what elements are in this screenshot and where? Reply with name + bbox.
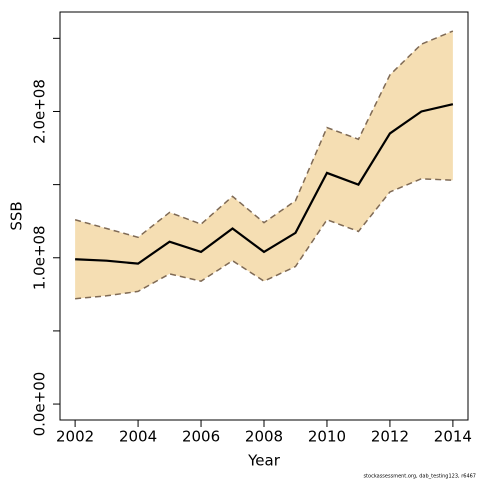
estimate-line <box>75 103 454 265</box>
y-tick-label: 2.0e+08 <box>31 79 49 144</box>
y-tick-label: 0.0e+00 <box>31 372 49 437</box>
y-tick-label: 1.0e+08 <box>31 225 49 290</box>
upper-bound <box>74 30 454 239</box>
footnote: stockassessment.org, dab_testing123, r64… <box>363 474 476 480</box>
confidence-band <box>75 31 453 299</box>
x-tick-label: 2006 <box>182 428 220 446</box>
y-axis-label: SSB <box>8 201 26 230</box>
lower-bound <box>75 178 453 300</box>
x-tick-label: 2008 <box>245 428 283 446</box>
x-tick-label: 2014 <box>434 428 472 446</box>
x-axis-label: Year <box>247 452 281 470</box>
x-tick-label: 2010 <box>308 428 346 446</box>
x-tick-label: 2004 <box>119 428 157 446</box>
x-tick-label: 2002 <box>56 428 94 446</box>
x-tick-label: 2012 <box>371 428 409 446</box>
